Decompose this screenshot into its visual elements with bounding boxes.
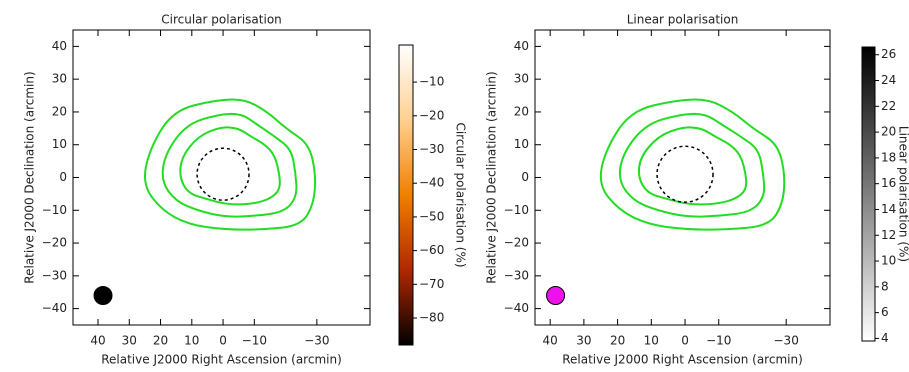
y-axis-label: Relative J2000 Declination (arcmin) — [485, 71, 499, 283]
colorbar — [862, 47, 875, 341]
y-tick-label: 30 — [52, 72, 67, 86]
y-tick-label: 30 — [514, 72, 529, 86]
x-tick-label: 0 — [219, 334, 227, 348]
y-tick-label: 40 — [52, 39, 67, 53]
colorbar-tick-label: 6 — [881, 305, 889, 319]
colorbar-tick-label: −20 — [419, 108, 444, 122]
colorbar-tick-label: −70 — [419, 277, 444, 291]
chart-title: Circular polarisation — [161, 13, 282, 27]
contour — [145, 100, 315, 230]
plot-area — [547, 100, 785, 305]
colorbar-tick-label: 26 — [881, 47, 896, 61]
y-tick-label: −10 — [42, 203, 67, 217]
x-tick-label: 30 — [122, 334, 137, 348]
chart-title: Linear polarisation — [627, 13, 739, 27]
y-tick-label: −40 — [504, 301, 529, 315]
x-tick-label: −30 — [304, 334, 329, 348]
x-tick-label: −10 — [706, 334, 731, 348]
x-tick-label: −30 — [774, 334, 799, 348]
colorbar-tick-label: −10 — [419, 75, 444, 89]
colorbar-tick-label: 10 — [881, 254, 896, 268]
x-tick-label: 30 — [576, 334, 591, 348]
beam — [94, 287, 112, 305]
panel: 40 30 20 10 0 −10 −30 40 30 20 10 0 −10 −20 −30 −40 Circ… — [23, 13, 468, 367]
contour — [601, 100, 784, 230]
y-tick-label: 10 — [52, 137, 67, 151]
colorbar-tick-label: 8 — [881, 279, 889, 293]
colorbar-label: Linear polarisation (%) — [897, 126, 909, 262]
x-tick-label: 20 — [153, 334, 168, 348]
figure: 403020100−10−30403020100−10−20−30−40Circ… — [0, 0, 909, 372]
contour — [639, 127, 746, 204]
contour — [180, 127, 280, 204]
colorbar-tick-label: −40 — [419, 176, 444, 190]
reference-circle — [657, 146, 713, 202]
colorbar-tick-label: 20 — [881, 125, 896, 139]
x-tick-label: 20 — [610, 334, 625, 348]
x-tick-label: 10 — [644, 334, 659, 348]
colorbar-tick-label: 14 — [881, 202, 896, 216]
colorbar-tick-label: −60 — [419, 243, 444, 257]
x-tick-label: 0 — [681, 334, 689, 348]
y-tick-label: −20 — [504, 236, 529, 250]
y-tick-label: 10 — [514, 137, 529, 151]
beam — [547, 287, 565, 305]
colorbar-label: Circular polarisation (%) — [454, 122, 468, 267]
y-tick-label: −40 — [42, 301, 67, 315]
x-tick-label: 10 — [184, 334, 199, 348]
x-axis-label: Relative J2000 Right Ascension (arcmin) — [101, 353, 342, 367]
y-tick-label: −10 — [504, 203, 529, 217]
y-tick-label: 0 — [59, 170, 67, 184]
colorbar-tick-label: 22 — [881, 99, 896, 113]
colorbar — [399, 45, 413, 345]
colorbar-tick-label: −50 — [419, 209, 444, 223]
y-tick-label: −30 — [504, 268, 529, 282]
colorbar-tick-label: 18 — [881, 150, 896, 164]
y-tick-label: 40 — [514, 39, 529, 53]
plot-frame — [535, 30, 830, 325]
panel: 40 30 20 10 0 −10 −30 40 30 20 10 0 −10 −20 −30 −40 Line… — [485, 13, 909, 367]
y-tick-label: −20 — [42, 236, 67, 250]
x-tick-label: −10 — [242, 334, 267, 348]
y-axis-label: Relative J2000 Declination (arcmin) — [23, 71, 37, 283]
reference-circle — [197, 148, 249, 200]
x-axis-label: Relative J2000 Right Ascension (arcmin) — [562, 353, 803, 367]
x-tick-label: 40 — [543, 334, 558, 348]
y-tick-label: 20 — [514, 104, 529, 118]
y-tick-label: −30 — [42, 268, 67, 282]
colorbar-tick-label: 16 — [881, 176, 896, 190]
plot-area — [94, 100, 315, 305]
colorbar-tick-label: 4 — [881, 331, 889, 345]
x-tick-label: 40 — [90, 334, 105, 348]
colorbar-tick-label: 12 — [881, 228, 896, 242]
y-tick-label: 20 — [52, 104, 67, 118]
colorbar-tick-label: −30 — [419, 142, 444, 156]
colorbar-tick-label: −80 — [419, 311, 444, 325]
plot-frame — [73, 30, 370, 325]
y-tick-label: 0 — [521, 170, 529, 184]
colorbar-tick-label: 24 — [881, 73, 896, 87]
